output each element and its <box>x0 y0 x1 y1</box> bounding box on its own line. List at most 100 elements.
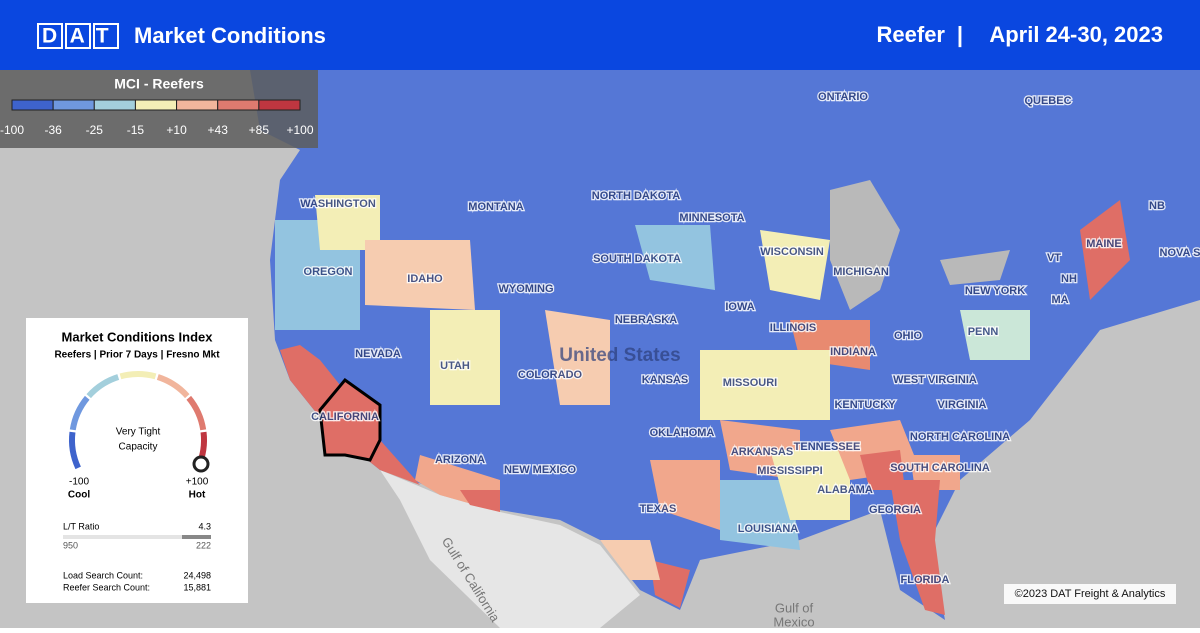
logo-box <box>65 23 91 49</box>
gauge-marker <box>192 455 210 473</box>
region <box>1080 200 1130 300</box>
gauge-segment <box>69 431 81 470</box>
loads: 950 <box>63 540 78 550</box>
equipment: Reefer <box>877 22 946 47</box>
state-label: UTAH <box>440 360 470 372</box>
state-label: KANSAS <box>642 374 688 386</box>
mexico <box>380 470 640 628</box>
state-label: NEVADA <box>355 348 401 360</box>
region <box>635 225 715 290</box>
state-label: COLORADO <box>518 369 583 381</box>
region <box>960 310 1030 360</box>
card-subtitle: Reefers | Prior 7 Days | Fresno Mkt <box>54 350 220 361</box>
gauge-segment <box>156 374 190 399</box>
load-search-label: Load Search Count: <box>63 570 143 580</box>
legend-swatch <box>217 99 260 111</box>
region <box>770 450 850 520</box>
state-label: QUEBEC <box>1024 95 1071 107</box>
state-label: MISSISSIPPI <box>757 465 822 477</box>
legend-label: -25 <box>86 123 104 137</box>
state-label: PENN <box>968 326 999 338</box>
state-label: LOUISIANA <box>738 523 799 535</box>
state-label: MICHIGAN <box>833 266 889 278</box>
min-label: Cool <box>68 490 90 501</box>
gauge-segment <box>186 395 207 431</box>
legend-swatch <box>134 99 178 111</box>
region <box>700 350 830 420</box>
water-label: Mexico <box>773 614 814 628</box>
copyright: ©2023 DAT Freight & Analytics <box>1015 588 1166 600</box>
state-label: IDAHO <box>407 273 443 285</box>
state-label: MA <box>1051 294 1068 306</box>
state-label: NORTH DAKOTA <box>592 190 680 202</box>
region <box>650 560 690 608</box>
legend-swatch <box>52 99 95 111</box>
gauge-segment <box>69 395 90 431</box>
status: Very Tight <box>116 427 161 438</box>
state-label: WYOMING <box>499 283 554 295</box>
state-label: OKLAHOMA <box>650 427 715 439</box>
logo-box <box>93 23 119 49</box>
state-label: ALABAMA <box>817 484 873 496</box>
fresno-market <box>318 377 382 462</box>
state-label: NH <box>1061 273 1077 285</box>
legend-swatch <box>93 99 136 111</box>
state-label: NEBRASKA <box>615 314 677 326</box>
state-label: TEXAS <box>640 503 677 515</box>
region <box>650 460 720 530</box>
region <box>545 310 610 405</box>
state-label: INDIANA <box>830 346 876 358</box>
water-label: Gulf of <box>775 600 814 615</box>
state-label: NOVA S <box>1160 247 1200 259</box>
legend: -100 -36 -25 -15 +10 +43 +85 +100 <box>0 99 314 137</box>
region <box>720 480 800 550</box>
state-label: WEST VIRGINIA <box>893 374 977 386</box>
gauge <box>69 371 207 470</box>
ratio-bar-fill <box>182 535 211 539</box>
ratio: 4.3 <box>198 521 211 531</box>
load-search: 24,498 <box>183 570 211 580</box>
state-label: ARIZONA <box>435 454 485 466</box>
index-card <box>26 318 248 603</box>
state-label: ILLINOIS <box>770 322 816 334</box>
state-label: MINNESOTA <box>679 212 744 224</box>
legend-label: -15 <box>127 123 145 137</box>
logo: DAT <box>42 25 121 48</box>
state-label: VT <box>1047 252 1061 264</box>
state-label: VIRGINIA <box>938 399 987 411</box>
state-label: WASHINGTON <box>300 198 376 210</box>
legend-label: +43 <box>208 123 229 137</box>
legend-label: +85 <box>249 123 270 137</box>
state-label: NORTH CAROLINA <box>910 431 1010 443</box>
card-title: Market Conditions Index <box>62 329 214 344</box>
trucks: 222 <box>196 540 211 550</box>
legend-title: MCI - Reefers <box>114 76 204 92</box>
max-label: Hot <box>189 490 206 501</box>
map-labels: ONTARIO QUEBEC NORTH DAKOTA MINNESOTA WASHIN… <box>299 90 1200 588</box>
region <box>460 490 500 512</box>
state-label: NEW YORK <box>965 285 1025 297</box>
legend-label: -100 <box>0 123 24 137</box>
min-value: -100 <box>69 477 89 488</box>
region <box>600 540 660 580</box>
state-label: SOUTH DAKOTA <box>593 253 681 265</box>
great-lakes <box>940 250 1010 285</box>
legend-swatch <box>11 99 54 111</box>
legend-label: +10 <box>166 123 187 137</box>
max-value: +100 <box>186 477 209 488</box>
state-label: WISCONSIN <box>760 246 824 258</box>
gauge-segment <box>86 374 120 399</box>
legend-label: +100 <box>286 123 313 137</box>
state-label: SOUTH CAROLINA <box>890 462 990 474</box>
header-title: Market Conditions <box>134 23 326 48</box>
state-label: IOWA <box>725 301 754 313</box>
ratio-bar <box>63 535 211 539</box>
header-bar <box>0 0 1200 70</box>
legend-swatch <box>258 99 301 111</box>
state-label: ONTARIO <box>818 91 868 103</box>
status: Capacity <box>119 442 158 453</box>
region <box>365 240 475 310</box>
country-label: United States <box>559 345 680 366</box>
logo-box <box>37 23 63 49</box>
